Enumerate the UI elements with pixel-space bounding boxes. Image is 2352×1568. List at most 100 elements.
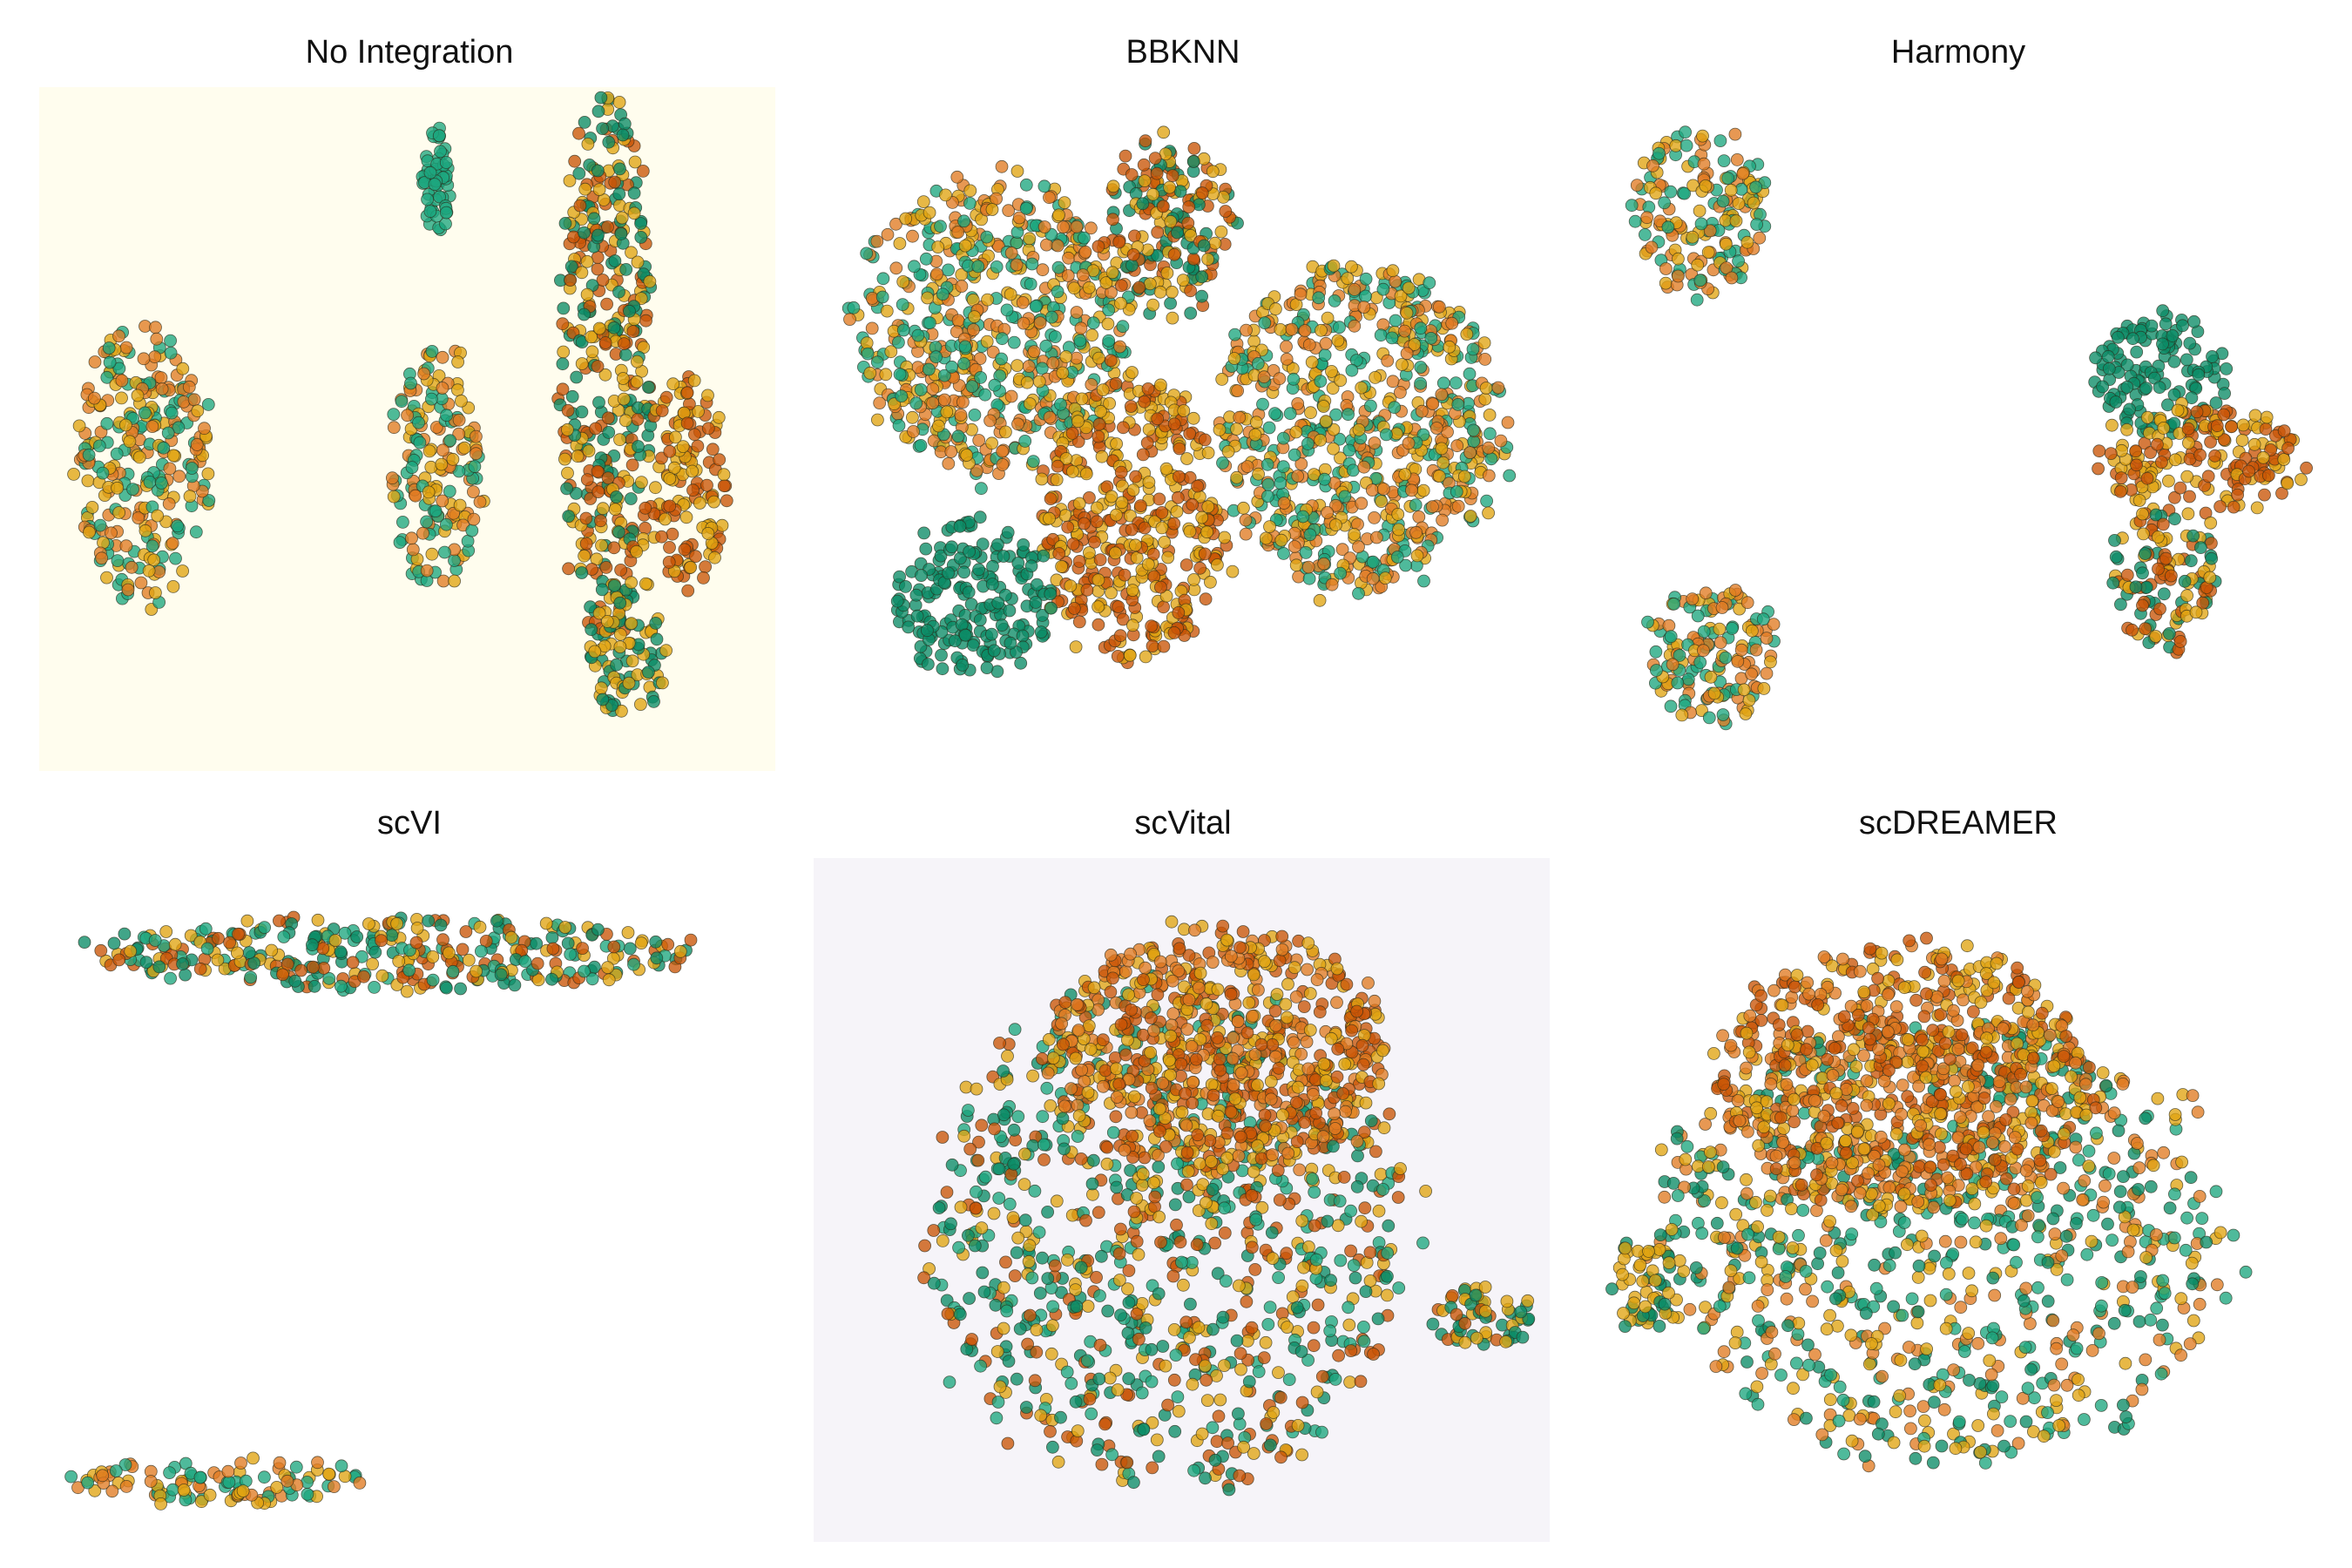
cell-point <box>134 576 148 590</box>
cell-point <box>2225 420 2238 434</box>
cell-point <box>1161 551 1175 564</box>
cell-point <box>967 323 980 336</box>
cell-point <box>2173 481 2187 495</box>
cell-point <box>2185 391 2199 405</box>
cell-point <box>1415 404 1429 418</box>
cell-point <box>546 942 560 956</box>
cell-point <box>581 138 595 151</box>
cell-point <box>1061 269 1075 282</box>
cell-point <box>686 464 700 478</box>
cell-point <box>2242 464 2255 478</box>
cell-point <box>1368 510 1381 524</box>
cell-point <box>1010 645 1023 659</box>
cell-point <box>1702 711 1716 725</box>
cell-point <box>124 944 138 958</box>
cell-point <box>956 395 970 409</box>
cell-point <box>701 389 714 402</box>
cell-point <box>976 537 990 551</box>
cell-point <box>183 490 197 504</box>
cell-point <box>1167 247 1181 261</box>
cell-point <box>1216 1310 1230 1324</box>
cell-point <box>1664 185 1678 199</box>
cell-point <box>1003 604 1017 618</box>
cell-point <box>1004 287 1017 301</box>
cell-point <box>1325 578 1339 591</box>
cell-point <box>199 922 213 936</box>
cell-point <box>1064 579 1078 592</box>
cell-point <box>992 1162 1006 1176</box>
cell-point <box>1713 134 1727 147</box>
cell-point <box>400 984 414 998</box>
cell-point <box>661 937 675 951</box>
cell-point <box>366 957 380 970</box>
cell-point <box>2139 547 2152 560</box>
cell-point <box>200 942 214 956</box>
cell-point <box>1133 499 1147 513</box>
cell-point <box>1092 417 1106 431</box>
cell-point <box>602 425 616 439</box>
cell-point <box>1145 1375 1159 1389</box>
cell-point <box>1106 1125 1120 1139</box>
cell-point <box>1198 433 1212 447</box>
cell-point <box>915 569 928 582</box>
cell-point <box>634 698 647 711</box>
cell-point <box>412 416 425 429</box>
cell-point <box>1171 1157 1184 1171</box>
panel-title-scdreamer: scDREAMER <box>1858 805 2058 841</box>
cell-point <box>162 497 176 510</box>
cell-point <box>2130 345 2144 359</box>
cell-point <box>467 512 481 526</box>
cell-point <box>957 357 971 370</box>
cell-point <box>1037 179 1051 193</box>
cell-point <box>258 921 272 934</box>
cell-point <box>1120 1456 1134 1470</box>
cell-point <box>1113 340 1127 354</box>
cell-point <box>909 396 923 410</box>
cell-point <box>585 972 599 986</box>
cell-point <box>914 438 928 452</box>
cell-point <box>1206 165 1220 179</box>
cell-point <box>1429 422 1443 435</box>
cell-point <box>561 422 574 436</box>
cell-point <box>1412 510 1426 524</box>
cell-point <box>954 408 968 422</box>
cell-point <box>1673 649 1686 662</box>
cell-point <box>1386 264 1400 278</box>
cell-point <box>1240 460 1254 474</box>
cell-point <box>2205 551 2219 565</box>
cell-point <box>2111 330 2125 344</box>
cell-point <box>2178 574 2192 588</box>
cell-point <box>164 971 178 985</box>
cell-point <box>965 380 979 394</box>
cell-point <box>693 497 706 510</box>
cell-point <box>1240 1334 1254 1348</box>
cell-point <box>1233 410 1247 424</box>
cell-point <box>1167 1323 1181 1336</box>
cell-point <box>688 428 701 442</box>
cell-point <box>1386 375 1400 389</box>
cell-point <box>1252 467 1266 481</box>
cell-point <box>1649 645 1663 659</box>
cell-point <box>1167 517 1181 531</box>
cell-point <box>289 1460 303 1474</box>
cell-point <box>1195 510 1209 524</box>
cell-point <box>1269 302 1282 316</box>
cell-point <box>96 466 110 480</box>
cell-point <box>2108 534 2121 547</box>
cell-point <box>1265 1226 1279 1240</box>
cell-point <box>1033 1287 1047 1300</box>
cell-point <box>1318 348 1332 362</box>
cell-point <box>2194 541 2207 554</box>
cell-point <box>392 955 406 968</box>
cell-point <box>151 509 165 523</box>
cell-point <box>1146 1461 1159 1475</box>
cell-point <box>1400 306 1414 320</box>
cell-point <box>1142 476 1156 489</box>
cell-point <box>1716 708 1730 721</box>
cell-point <box>1092 618 1105 632</box>
cell-point <box>184 929 198 943</box>
cell-point <box>911 328 925 342</box>
cell-point <box>1409 498 1423 512</box>
cell-point <box>147 553 161 567</box>
cell-point <box>1197 239 1211 253</box>
